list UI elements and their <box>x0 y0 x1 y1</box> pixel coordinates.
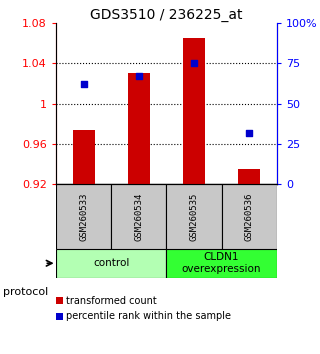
Bar <box>128 73 150 184</box>
Point <box>136 73 141 79</box>
Text: transformed count: transformed count <box>66 296 156 306</box>
Bar <box>56 184 111 249</box>
Text: GSM260535: GSM260535 <box>189 192 198 241</box>
Point <box>247 130 252 136</box>
Title: GDS3510 / 236225_at: GDS3510 / 236225_at <box>90 8 243 22</box>
Text: GSM260536: GSM260536 <box>245 192 254 241</box>
Point <box>191 61 196 66</box>
Bar <box>111 184 166 249</box>
Bar <box>238 169 260 184</box>
Bar <box>56 249 166 278</box>
Text: CLDN1
overexpression: CLDN1 overexpression <box>182 252 261 274</box>
Bar <box>166 249 277 278</box>
Bar <box>221 184 277 249</box>
Bar <box>183 38 205 184</box>
Point <box>81 81 86 87</box>
Text: GSM260534: GSM260534 <box>134 192 143 241</box>
Bar <box>166 184 222 249</box>
Text: percentile rank within the sample: percentile rank within the sample <box>66 312 231 321</box>
Text: GSM260533: GSM260533 <box>79 192 88 241</box>
Text: control: control <box>93 258 129 268</box>
Text: protocol: protocol <box>3 287 48 297</box>
Bar <box>73 130 95 184</box>
